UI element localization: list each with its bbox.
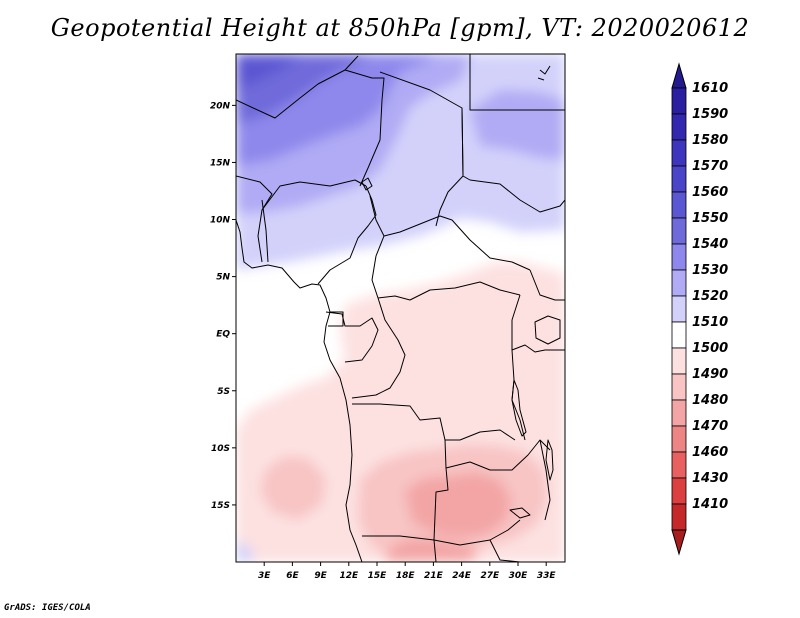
colorbar-label-3: 1570 [692,159,728,174]
border-niger-chad [344,69,385,187]
x-tick-label-10: 33E [537,571,557,581]
colorbar-label-16: 1410 [692,497,728,512]
colorbar-swatch-12 [671,399,687,427]
colorbar-swatch-0 [671,87,687,115]
colorbar-label-1: 1590 [692,107,728,122]
colorbar-bottom-arrow [671,529,687,556]
border-rwanda [511,344,565,353]
colorbar-swatch-1 [671,113,687,141]
x-tick-label-7: 24E [452,571,472,581]
colorbar-label-12: 1480 [692,393,728,408]
x-tick-label-4: 15E [368,571,388,581]
colorbar-label-6: 1540 [692,237,728,252]
x-tick-label-2: 9E [314,571,327,581]
lake-malawi [545,439,554,481]
border-car-south [377,281,521,301]
colorbar-label-9: 1510 [692,315,728,330]
y-tick-label-4: EQ [216,330,230,340]
border-botswana [433,539,437,562]
border-benin-togo [261,199,269,263]
colorbar-swatch-11 [671,373,687,401]
y-tick-label-3: 5N [216,273,230,283]
map-title: Geopotential Height at 850hPa [gpm], VT:… [50,14,750,42]
colorbar-label-7: 1530 [692,263,728,278]
colorbar-swatch-4 [671,191,687,219]
coast-red-sea [537,65,551,81]
border-car-north [383,215,531,271]
border-zimbabwe [489,539,521,562]
x-tick-label-8: 27E [480,571,500,581]
colorbar-label-2: 1580 [692,133,728,148]
border-drc-congo [351,297,406,399]
border-burkina [236,175,273,263]
colorbar-swatch-7 [671,269,687,297]
y-tick-label-5: 5S [217,387,230,397]
colorbar-swatch-9 [671,321,687,349]
colorbar-swatch-14 [671,451,687,479]
colorbar-label-8: 1520 [692,289,728,304]
x-tick-label-1: 6E [286,571,299,581]
colorbar-swatch-8 [671,295,687,323]
x-tick-label-5: 18E [396,571,416,581]
x-tick-label-0: 3E [258,571,271,581]
lake-tanganyika [511,379,527,437]
border-equatorial-guinea [328,311,344,327]
map-frame [235,53,566,563]
border-sudan-south [469,179,565,213]
colorbar-swatch-3 [671,165,687,193]
contour-1530-east [470,90,565,160]
colorbar-label-11: 1490 [692,367,728,382]
border-cameroon-chad [369,195,385,299]
border-namibia-north [362,519,521,546]
border-angola-drc [352,403,516,441]
contour-1560 [236,54,300,88]
colorbar-label-15: 1430 [692,471,728,486]
x-tick-label-9: 30E [509,571,529,581]
border-algeria-mali [236,55,359,119]
border-malawi [539,439,551,521]
colorbar-label-14: 1460 [692,445,728,460]
border-angola-zambia [433,439,449,541]
colorbar-swatch-15 [671,477,687,505]
x-tick-label-6: 21E [424,571,444,581]
colorbar-top-arrow [671,62,687,89]
height-field [236,54,565,562]
colorbar-label-0: 1610 [692,81,728,96]
lake-chad [361,177,373,191]
lake-kariba [509,507,531,519]
lake-victoria [534,315,561,345]
y-tick-label-2: 10N [210,216,231,226]
y-tick-label-6: 10S [211,444,230,454]
colorbar-label-13: 1470 [692,419,728,434]
border-nigeria-cameroon [317,185,377,285]
contour-1490-west [260,456,326,520]
x-tick-label-3: 12E [339,571,359,581]
colorbar-swatch-10 [671,347,687,375]
colorbar: 1610 1590 1580 1570 1560 1550 1540 1530 1520 1510… [671,62,728,556]
colorbar-swatch-2 [671,139,687,167]
contour-sw-corner [236,540,255,562]
axis-ticks: 3E 6E 9E 12E 15E 18E 21E 24E 27E 30E 33E 20N 15N 10N 5… [210,101,556,581]
field-shading [236,54,565,562]
country-borders [236,54,565,562]
y-tick-label-1: 15N [210,158,231,168]
border-uganda-kenya [529,269,565,301]
colorbar-swatch-6 [671,243,687,271]
border-sudan-chad [435,107,464,227]
y-tick-label-0: 20N [210,101,231,111]
colorbar-label-4: 1560 [692,185,728,200]
border-nigeria-niger [261,179,367,211]
y-tick-label-7: 15S [211,501,230,511]
grads-credit: GrADS: IGES/COLA [4,603,91,613]
colorbar-swatch-13 [671,425,687,453]
colorbar-label-5: 1550 [692,211,728,226]
colorbar-swatch-16 [671,503,687,531]
contour-1480 [405,472,512,538]
colorbar-swatch-5 [671,217,687,245]
colorbar-label-10: 1500 [692,341,728,356]
